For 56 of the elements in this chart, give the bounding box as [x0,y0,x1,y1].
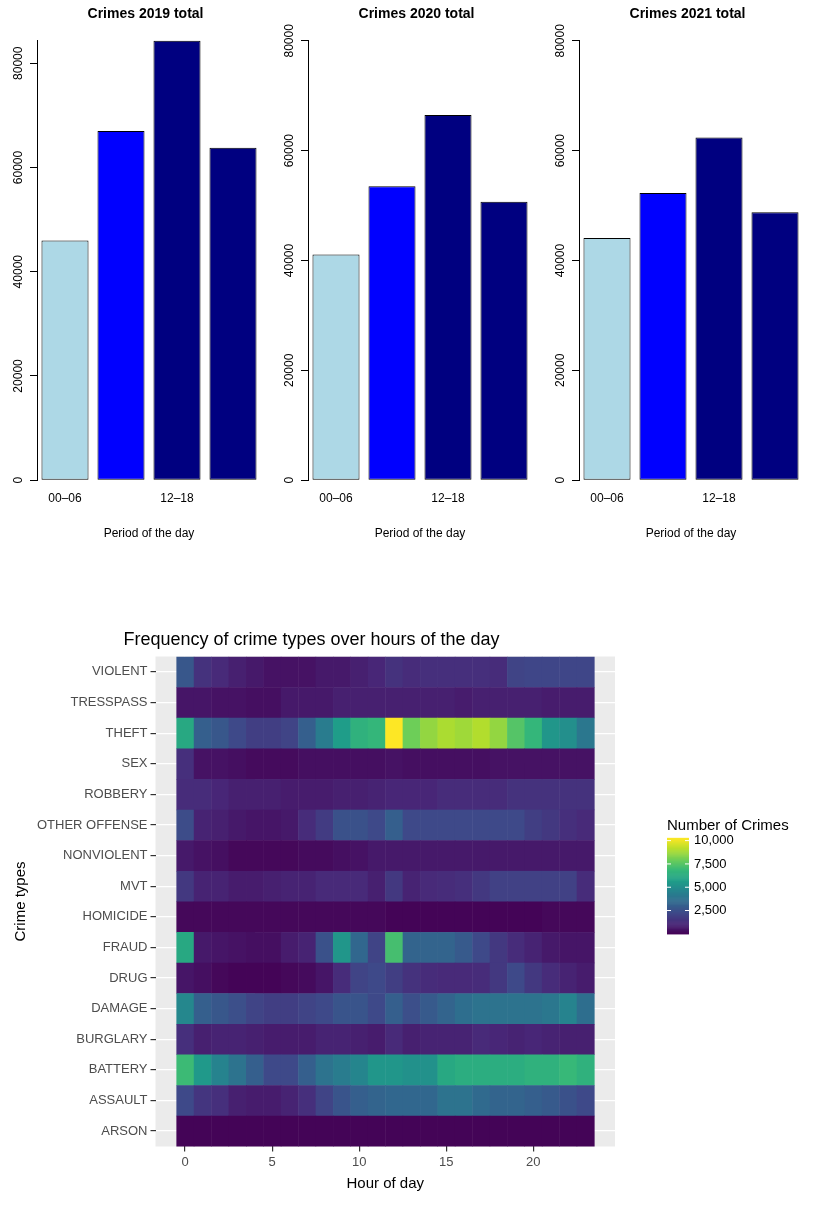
y-tick-label: 20000 [553,353,568,388]
x-tick-label: 12–18 [160,490,195,505]
chart-title: Crimes 2021 total [629,5,746,22]
x-tick-label: 12–18 [702,490,737,505]
y-tick-label: MVT [120,877,148,893]
x-axis-title: Period of the day [103,526,195,541]
y-tick-label: 80000 [11,46,26,80]
y-tick-label: 60000 [11,150,26,185]
y-tick-label: ROBBERY [84,785,148,801]
y-tick-label: 80000 [282,23,297,58]
chart-title: Crimes 2019 total [87,5,204,22]
y-tick-label: 80000 [553,23,568,58]
color-bar-label: 2,500 [694,902,727,918]
y-tick-label: 0 [11,476,26,484]
x-tick-label: 00–06 [590,490,625,505]
y-tick-label: NONVIOLENT [62,847,148,863]
chart-title: Crimes 2020 total [358,5,475,22]
y-tick-label: FRAUD [102,939,148,954]
y-tick-label: SEX [121,755,148,771]
y-tick-label: BATTERY [88,1061,148,1077]
x-axis-title: Hour of day [346,1174,425,1192]
x-tick-label: 10 [351,1153,367,1169]
x-tick-label: 00–06 [48,490,83,505]
x-axis-title: Period of the day [645,526,737,541]
x-tick-label: 20 [525,1153,541,1169]
y-tick-label: DAMAGE [91,1000,148,1016]
x-tick-label: 00–06 [319,490,354,505]
y-tick-label: 60000 [553,133,568,168]
chart-title: Frequency of crime types over hours of the day [123,628,500,649]
color-bar-title: Number of Crimes [667,815,789,833]
y-tick-label: 60000 [282,133,297,168]
y-tick-label: 0 [282,476,297,484]
y-axis-title: Crime types [11,861,29,942]
color-bar-label: 7,500 [694,855,727,871]
y-tick-label: VIOLENT [91,663,148,679]
y-tick-label: OTHER OFFENSE [36,816,148,832]
y-tick-label: 20000 [282,353,297,388]
y-tick-label: BURGLARY [76,1030,148,1046]
x-tick-label: 12–18 [431,490,466,505]
y-tick-label: ARSON [101,1122,148,1138]
x-tick-label: 5 [268,1153,276,1169]
y-tick-label: 40000 [282,243,297,278]
color-bar-label: 10,000 [694,832,734,848]
y-tick-label: 40000 [553,243,568,278]
y-tick-label: 0 [553,476,568,484]
y-tick-label: DRUG [109,969,148,985]
x-tick-label: 0 [181,1153,189,1169]
y-tick-label: 20000 [11,358,26,393]
color-bar-label: 5,000 [694,878,727,894]
y-tick-label: THEFT [105,724,148,740]
x-axis-title: Period of the day [374,526,466,541]
x-tick-label: 15 [438,1153,454,1169]
y-tick-label: ASSAULT [89,1092,148,1108]
y-tick-label: HOMICIDE [82,908,148,924]
y-tick-label: TRESSPASS [70,694,148,710]
y-tick-label: 40000 [11,254,26,289]
